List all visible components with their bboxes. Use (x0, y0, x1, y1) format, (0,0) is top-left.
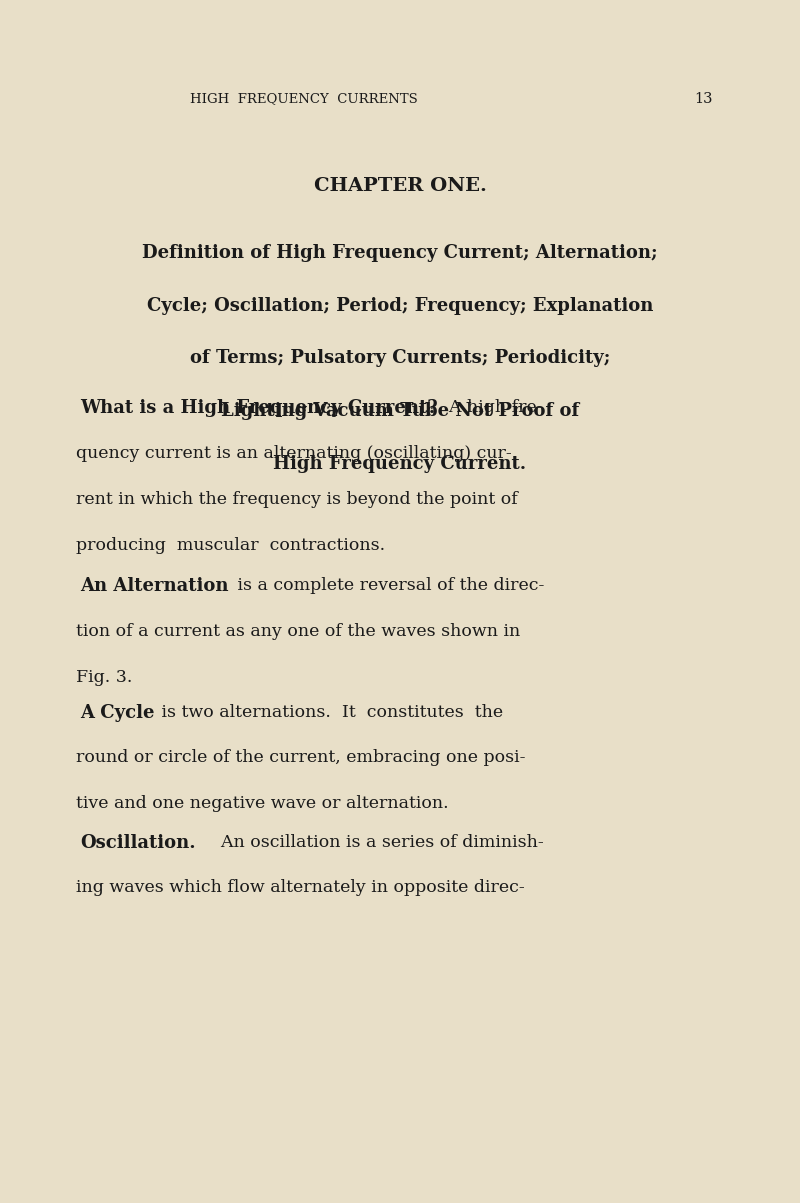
Text: tive and one negative wave or alternation.: tive and one negative wave or alternatio… (76, 795, 449, 812)
Text: is a complete reversal of the direc-: is a complete reversal of the direc- (232, 577, 544, 594)
Text: Cycle; Oscillation; Period; Frequency; Explanation: Cycle; Oscillation; Period; Frequency; E… (147, 297, 653, 314)
Text: A high fre-: A high fre- (438, 399, 542, 416)
Text: tion of a current as any one of the waves shown in: tion of a current as any one of the wave… (76, 623, 520, 640)
Text: An oscillation is a series of diminish-: An oscillation is a series of diminish- (210, 834, 544, 851)
Text: Oscillation.: Oscillation. (80, 834, 196, 852)
Text: Lighting Vacuum Tube Not Proof of: Lighting Vacuum Tube Not Proof of (221, 403, 579, 420)
Text: of Terms; Pulsatory Currents; Periodicity;: of Terms; Pulsatory Currents; Periodicit… (190, 350, 610, 367)
Text: rent in which the frequency is beyond the point of: rent in which the frequency is beyond th… (76, 491, 518, 508)
Text: High Frequency Current.: High Frequency Current. (274, 456, 526, 473)
Text: ing waves which flow alternately in opposite direc-: ing waves which flow alternately in oppo… (76, 879, 525, 896)
Text: is two alternations.  It  constitutes  the: is two alternations. It constitutes the (156, 704, 503, 721)
Text: What is a High Frequency Current?: What is a High Frequency Current? (80, 399, 438, 417)
Text: A Cycle: A Cycle (80, 704, 154, 722)
Text: producing  muscular  contractions.: producing muscular contractions. (76, 537, 385, 553)
Text: HIGH  FREQUENCY  CURRENTS: HIGH FREQUENCY CURRENTS (190, 93, 418, 105)
Text: An Alternation: An Alternation (80, 577, 229, 595)
Text: Definition of High Frequency Current; Alternation;: Definition of High Frequency Current; Al… (142, 244, 658, 261)
Text: CHAPTER ONE.: CHAPTER ONE. (314, 178, 486, 195)
Text: quency current is an alternating (oscillating) cur-: quency current is an alternating (oscill… (76, 445, 512, 462)
Text: round or circle of the current, embracing one posi-: round or circle of the current, embracin… (76, 749, 526, 766)
Text: 13: 13 (694, 91, 714, 106)
Text: Fig. 3.: Fig. 3. (76, 669, 132, 686)
